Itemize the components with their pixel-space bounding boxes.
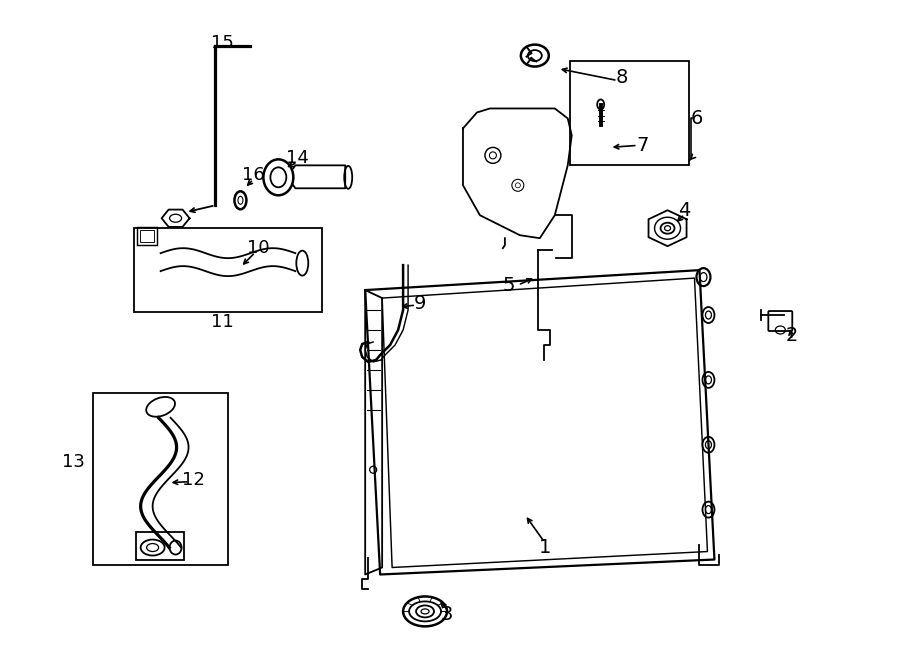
Text: 2: 2 (786, 327, 798, 346)
Bar (93, 393, 229, 564)
Text: 16: 16 (242, 167, 265, 184)
Bar (137, 227, 157, 245)
Text: 6: 6 (690, 109, 703, 128)
Text: 14: 14 (286, 149, 309, 167)
Bar (134, 228, 322, 312)
Text: 9: 9 (414, 293, 427, 313)
Text: 1: 1 (538, 538, 551, 557)
Text: 5: 5 (502, 276, 515, 295)
Text: 12: 12 (182, 471, 205, 488)
Text: 13: 13 (62, 453, 85, 471)
Bar (570, 61, 689, 165)
Bar (136, 531, 184, 559)
Text: 4: 4 (679, 201, 690, 219)
Bar (140, 230, 154, 242)
Text: 8: 8 (616, 68, 628, 87)
Text: 10: 10 (248, 239, 270, 257)
Text: 3: 3 (441, 605, 454, 624)
Text: 15: 15 (211, 34, 234, 52)
Text: 11: 11 (212, 313, 234, 331)
Text: 7: 7 (636, 136, 649, 155)
